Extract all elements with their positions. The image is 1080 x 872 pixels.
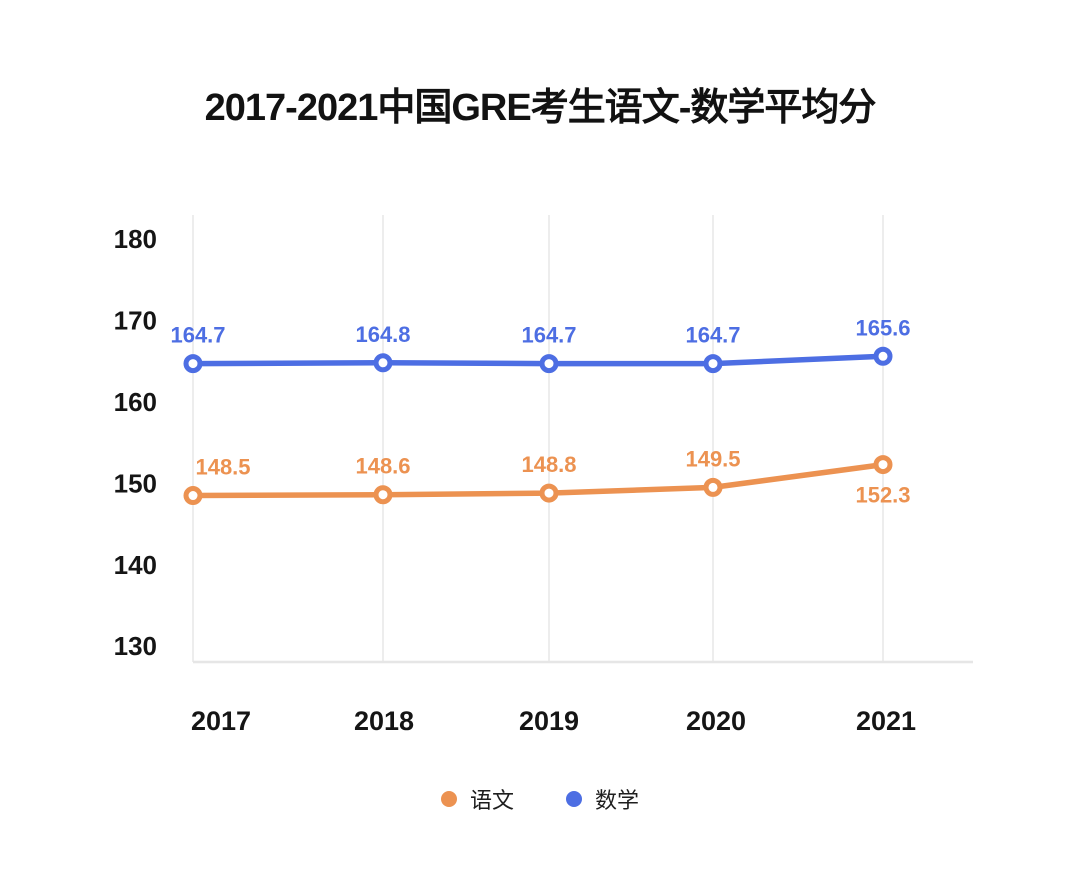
data-point-marker [373, 353, 393, 373]
series-markers [183, 346, 893, 506]
data-point-marker [539, 483, 559, 503]
data-point-marker [873, 455, 893, 475]
data-point-marker [539, 354, 559, 374]
x-tick-label: 2017 [191, 706, 251, 736]
x-tick-label: 2019 [519, 706, 579, 736]
data-label: 149.5 [685, 446, 740, 471]
legend-label-shuxue: 数学 [595, 788, 640, 813]
data-labels: 148.5 148.6 148.8 149.5 152.3 164.7 164.8 164.7… [170, 315, 910, 507]
x-tick-label: 2020 [686, 706, 746, 736]
y-tick-label: 160 [114, 387, 157, 417]
x-tick-label: 2021 [856, 706, 916, 736]
legend-dot-shuxue [566, 791, 582, 807]
data-label: 148.6 [355, 454, 410, 479]
data-point-marker [873, 346, 893, 366]
legend-dot-yuwen [440, 791, 457, 807]
data-label: 165.6 [855, 315, 910, 340]
data-point-marker [183, 354, 203, 374]
data-point-marker [183, 486, 203, 506]
data-point-marker [703, 354, 723, 374]
y-tick-label: 130 [114, 631, 157, 661]
gridlines [192, 215, 884, 662]
data-label: 164.7 [685, 323, 740, 348]
y-tick-label: 180 [114, 224, 157, 254]
legend-item-shuxue: 数学 [566, 783, 639, 815]
legend-label-yuwen: 语文 [469, 788, 514, 813]
data-label: 164.7 [521, 323, 576, 348]
data-point-marker [373, 485, 393, 505]
x-axis-labels: 2017 2018 2019 2020 2021 [191, 706, 916, 736]
y-tick-label: 170 [114, 305, 157, 335]
y-axis-labels: 130 140 150 160 170 180 [114, 224, 157, 661]
data-label: 164.8 [355, 322, 410, 347]
x-tick-label: 2018 [354, 706, 414, 736]
series-line-数学 [190, 353, 886, 367]
chart-title: 2017-2021中国GRE考生语文-数学平均分 [204, 87, 877, 129]
legend-item-yuwen: 语文 [440, 783, 514, 815]
data-label: 164.7 [170, 323, 225, 348]
chart-legend: 语文 数学 [0, 783, 1080, 815]
data-point-marker [703, 477, 723, 497]
data-label: 148.8 [521, 452, 576, 477]
y-tick-label: 140 [114, 550, 157, 580]
data-label: 152.3 [855, 483, 910, 508]
data-label: 148.5 [195, 455, 250, 480]
y-tick-label: 150 [114, 468, 157, 498]
